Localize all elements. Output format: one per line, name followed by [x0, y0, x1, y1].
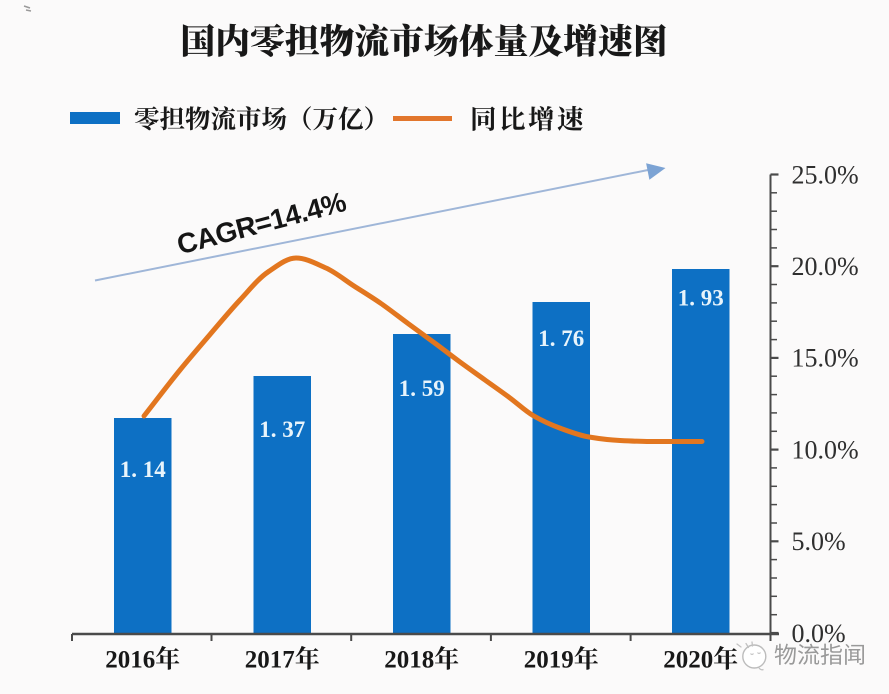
svg-text:2019: 2019 — [524, 647, 574, 674]
svg-text:2016: 2016 — [105, 647, 155, 674]
svg-text:1. 14: 1. 14 — [120, 457, 167, 482]
svg-text:1. 37: 1. 37 — [259, 417, 305, 442]
svg-text:5.0%: 5.0% — [792, 527, 846, 556]
svg-text:25.0%: 25.0% — [792, 160, 859, 189]
svg-text:1. 93: 1. 93 — [678, 286, 724, 311]
svg-text:2017: 2017 — [245, 647, 295, 674]
svg-text:20.0%: 20.0% — [792, 252, 859, 281]
svg-text:2018: 2018 — [384, 647, 434, 674]
svg-text:1. 76: 1. 76 — [538, 326, 584, 351]
svg-text:10.0%: 10.0% — [792, 435, 859, 464]
svg-text:15.0%: 15.0% — [792, 344, 859, 373]
svg-text:1. 59: 1. 59 — [399, 376, 445, 401]
svg-text:0.0%: 0.0% — [792, 619, 846, 648]
svg-text:2020: 2020 — [663, 647, 713, 674]
